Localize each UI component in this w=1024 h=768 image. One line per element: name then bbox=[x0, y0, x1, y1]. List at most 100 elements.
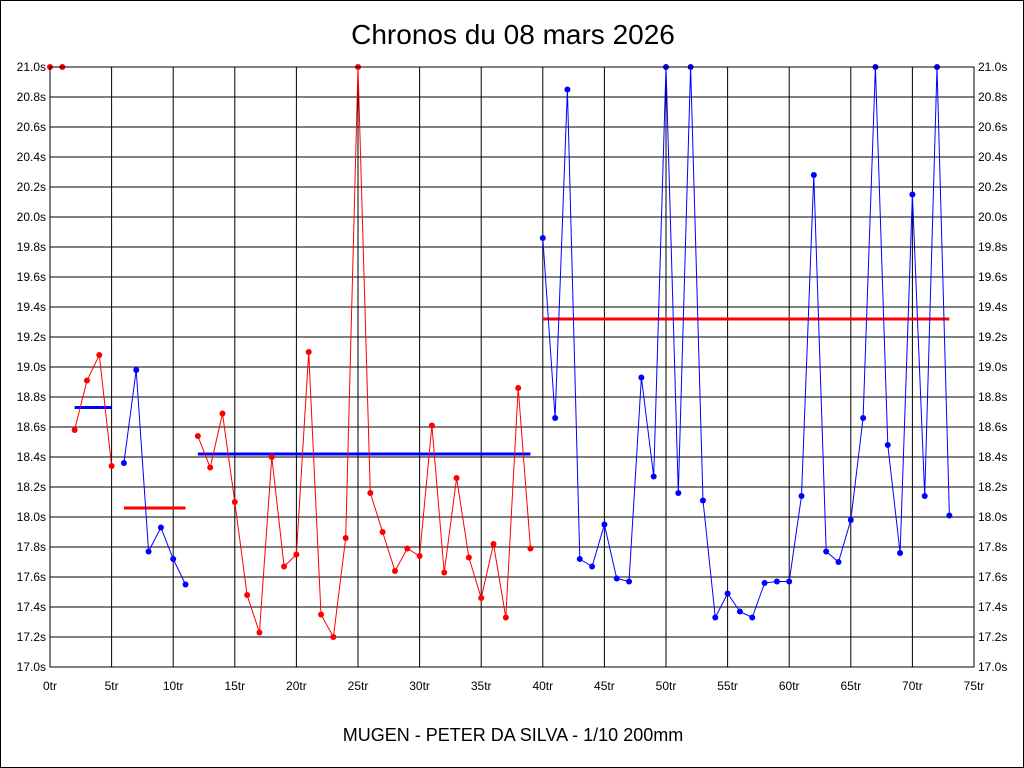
data-point bbox=[724, 590, 731, 597]
data-point bbox=[170, 556, 177, 562]
x-tick-label: 30tr bbox=[409, 679, 430, 693]
data-point bbox=[96, 352, 103, 358]
y-tick-label-right: 20.6s bbox=[978, 120, 1007, 134]
y-axis-left: 17.0s 17.2s 17.4s 17.6s 17.8s 18.0s 18.2s 18.4s… bbox=[17, 60, 46, 674]
y-tick-label-left: 21.0s bbox=[17, 60, 46, 74]
y-tick-label-right: 20.0s bbox=[978, 210, 1007, 224]
y-tick-label-right: 18.8s bbox=[978, 390, 1007, 404]
x-tick-label: 55tr bbox=[717, 679, 738, 693]
y-tick-label-left: 18.2s bbox=[17, 480, 46, 494]
x-tick-label: 65tr bbox=[840, 679, 861, 693]
data-point bbox=[108, 463, 115, 469]
y-tick-label-right: 19.4s bbox=[978, 300, 1007, 314]
data-point bbox=[318, 611, 325, 618]
y-tick-label-left: 17.8s bbox=[17, 540, 46, 554]
x-axis: 0tr 5tr 10tr 15tr 20tr 25tr 30tr 35tr 40tr 45tr 50… bbox=[43, 679, 984, 693]
data-point bbox=[564, 86, 571, 93]
data-point bbox=[835, 559, 842, 565]
chart-title: Chronos du 08 mars 2026 bbox=[351, 19, 675, 50]
data-point bbox=[83, 377, 90, 384]
data-point bbox=[281, 563, 288, 570]
data-point bbox=[478, 595, 485, 601]
average-lines bbox=[74, 317, 950, 510]
y-tick-label-right: 18.6s bbox=[978, 420, 1007, 434]
data-point bbox=[699, 497, 706, 504]
data-point bbox=[207, 464, 214, 471]
grid bbox=[49, 66, 975, 668]
y-tick-label-left: 20.8s bbox=[17, 90, 46, 104]
x-tick-label: 0tr bbox=[43, 679, 57, 693]
y-tick-label-left: 17.2s bbox=[17, 630, 46, 644]
data-point bbox=[293, 551, 300, 558]
y-tick-label-right: 20.4s bbox=[978, 150, 1007, 164]
data-point bbox=[798, 493, 805, 499]
data-point bbox=[749, 614, 756, 621]
x-tick-label: 45tr bbox=[594, 679, 615, 693]
data-point bbox=[576, 556, 583, 562]
chart-subtitle: MUGEN - PETER DA SILVA - 1/10 200mm bbox=[343, 725, 683, 745]
y-tick-label-left: 19.8s bbox=[17, 240, 46, 254]
y-tick-label-left: 18.4s bbox=[17, 450, 46, 464]
data-point bbox=[847, 517, 854, 523]
y-tick-label-right: 19.2s bbox=[978, 330, 1007, 344]
y-tick-label-right: 18.0s bbox=[978, 510, 1007, 524]
data-point bbox=[453, 475, 460, 481]
data-point bbox=[268, 454, 275, 460]
data-point bbox=[773, 578, 780, 585]
x-tick-label: 75tr bbox=[964, 679, 985, 693]
data-point bbox=[367, 490, 374, 496]
y-tick-label-left: 20.4s bbox=[17, 150, 46, 164]
y-tick-label-right: 21.0s bbox=[978, 60, 1007, 74]
x-tick-label: 50tr bbox=[656, 679, 677, 693]
x-tick-label: 40tr bbox=[532, 679, 553, 693]
y-tick-label-left: 19.2s bbox=[17, 330, 46, 344]
y-tick-label-right: 17.4s bbox=[978, 600, 1007, 614]
data-point bbox=[823, 548, 830, 555]
data-point bbox=[133, 367, 140, 373]
data-point bbox=[256, 629, 263, 636]
data-point bbox=[589, 563, 596, 570]
data-point bbox=[342, 535, 349, 541]
x-tick-label: 35tr bbox=[471, 679, 492, 693]
series-line bbox=[542, 66, 950, 620]
y-tick-label-right: 17.2s bbox=[978, 630, 1007, 644]
series-points bbox=[47, 64, 953, 640]
series-line bbox=[74, 353, 113, 467]
data-point bbox=[675, 490, 682, 496]
data-point bbox=[761, 580, 768, 586]
data-point bbox=[231, 499, 238, 505]
data-point bbox=[884, 442, 891, 448]
y-tick-label-left: 17.6s bbox=[17, 570, 46, 584]
data-point bbox=[391, 568, 398, 574]
data-point bbox=[897, 550, 904, 556]
y-tick-label-right: 17.6s bbox=[978, 570, 1007, 584]
data-point bbox=[157, 524, 164, 531]
data-point bbox=[650, 473, 657, 480]
data-point bbox=[909, 191, 916, 198]
y-tick-label-left: 18.6s bbox=[17, 420, 46, 434]
data-point bbox=[515, 385, 522, 391]
x-tick-label: 25tr bbox=[348, 679, 369, 693]
y-tick-label-right: 19.8s bbox=[978, 240, 1007, 254]
y-tick-label-left: 20.2s bbox=[17, 180, 46, 194]
y-tick-label-left: 19.0s bbox=[17, 360, 46, 374]
y-axis-right: 17.0s 17.2s 17.4s 17.6s 17.8s 18.0s 18.2s 18.4s… bbox=[978, 60, 1007, 674]
series-lines bbox=[50, 66, 950, 639]
x-tick-label: 5tr bbox=[105, 679, 119, 693]
y-tick-label-right: 17.8s bbox=[978, 540, 1007, 554]
data-point bbox=[120, 460, 127, 466]
x-tick-label: 10tr bbox=[163, 679, 184, 693]
y-tick-label-right: 20.8s bbox=[978, 90, 1007, 104]
data-point bbox=[712, 614, 719, 621]
plot-border bbox=[49, 66, 975, 668]
data-point bbox=[786, 578, 793, 585]
data-point bbox=[194, 433, 201, 439]
y-tick-label-left: 18.0s bbox=[17, 510, 46, 524]
y-tick-label-left: 17.0s bbox=[17, 660, 46, 674]
y-tick-label-left: 19.6s bbox=[17, 270, 46, 284]
y-tick-label-right: 18.2s bbox=[978, 480, 1007, 494]
data-point bbox=[736, 608, 743, 615]
data-point bbox=[860, 415, 867, 421]
